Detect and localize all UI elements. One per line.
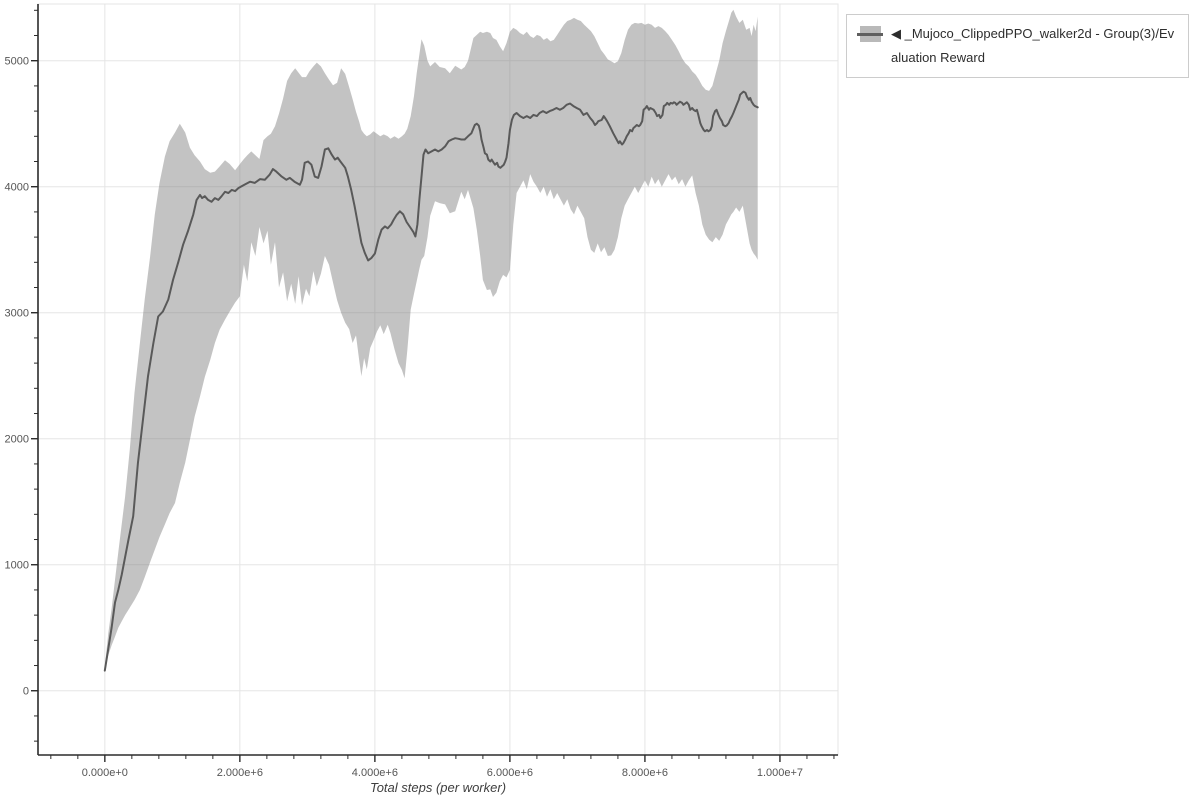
x-axis-label: Total steps (per worker) <box>370 780 506 795</box>
x-tick-label: 4.000e+6 <box>352 767 398 779</box>
legend-swatch <box>857 25 883 43</box>
y-tick-label: 3000 <box>5 308 29 320</box>
x-tick-label: 2.000e+6 <box>217 767 263 779</box>
y-tick-label: 2000 <box>5 434 29 446</box>
legend-label: ◀ _Mujoco_ClippedPPO_walker2d - Group(3)… <box>891 26 1175 65</box>
x-tick-label: 6.000e+6 <box>487 767 533 779</box>
y-tick-label: 5000 <box>5 56 29 68</box>
mean-line <box>103 90 759 672</box>
x-tick-label: 8.000e+6 <box>622 767 668 779</box>
x-tick-label: 0.000e+0 <box>82 767 128 779</box>
y-tick-label: 4000 <box>5 182 29 194</box>
confidence-band <box>104 9 758 672</box>
x-tick-label: 1.000e+7 <box>757 767 803 779</box>
legend-line-swatch-icon <box>857 33 883 36</box>
y-tick-label: 0 <box>23 686 29 698</box>
y-tick-label: 1000 <box>5 560 29 572</box>
legend: ◀ _Mujoco_ClippedPPO_walker2d - Group(3)… <box>846 14 1189 78</box>
